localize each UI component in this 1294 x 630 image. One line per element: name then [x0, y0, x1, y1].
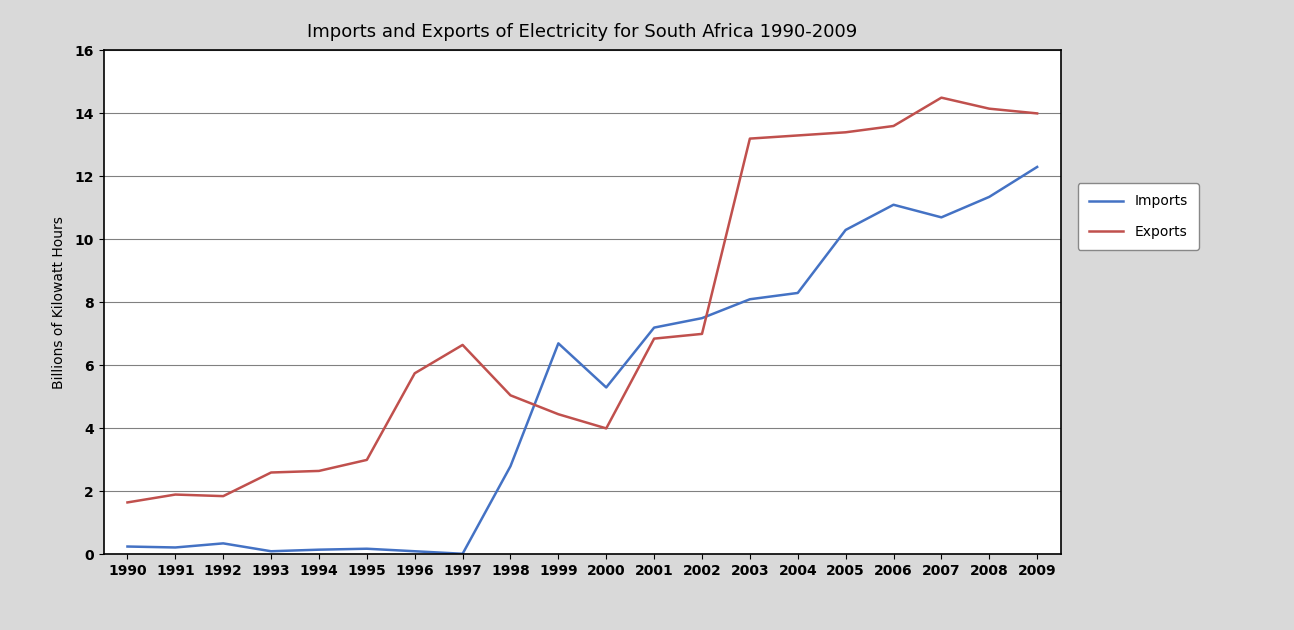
Exports: [791, 132, 806, 139]
Imports: [454, 550, 470, 558]
Imports: [791, 289, 806, 297]
Exports: [551, 411, 567, 418]
Legend: Imports, Exports: Imports, Exports: [1078, 183, 1200, 250]
Exports: [982, 105, 998, 112]
Exports: [264, 469, 280, 476]
Exports: [312, 467, 327, 475]
Exports: [885, 122, 901, 130]
Imports: [933, 214, 949, 221]
Exports: [694, 330, 709, 338]
Imports: [360, 545, 375, 553]
Title: Imports and Exports of Electricity for South Africa 1990-2009: Imports and Exports of Electricity for S…: [307, 23, 858, 40]
Imports: [120, 543, 136, 551]
Line: Imports: Imports: [128, 167, 1038, 554]
Imports: [264, 547, 280, 555]
Imports: [885, 201, 901, 209]
Exports: [743, 135, 758, 142]
Imports: [599, 384, 615, 391]
Imports: [312, 546, 327, 554]
Exports: [360, 456, 375, 464]
Imports: [1030, 163, 1046, 171]
Imports: [167, 544, 182, 551]
Exports: [839, 129, 854, 136]
Exports: [1030, 110, 1046, 117]
Line: Exports: Exports: [128, 98, 1038, 503]
Imports: [503, 462, 519, 470]
Imports: [215, 539, 230, 547]
Imports: [551, 340, 567, 347]
Imports: [839, 226, 854, 234]
Imports: [406, 547, 422, 555]
Imports: [646, 324, 661, 331]
Exports: [454, 341, 470, 348]
Exports: [406, 369, 422, 377]
Imports: [743, 295, 758, 303]
Imports: [694, 314, 709, 322]
Exports: [120, 499, 136, 507]
Exports: [599, 425, 615, 432]
Y-axis label: Billions of Kilowatt Hours: Billions of Kilowatt Hours: [52, 216, 66, 389]
Imports: [982, 193, 998, 200]
Exports: [933, 94, 949, 101]
Exports: [167, 491, 182, 498]
Exports: [215, 493, 230, 500]
Exports: [503, 391, 519, 399]
Exports: [646, 335, 661, 343]
